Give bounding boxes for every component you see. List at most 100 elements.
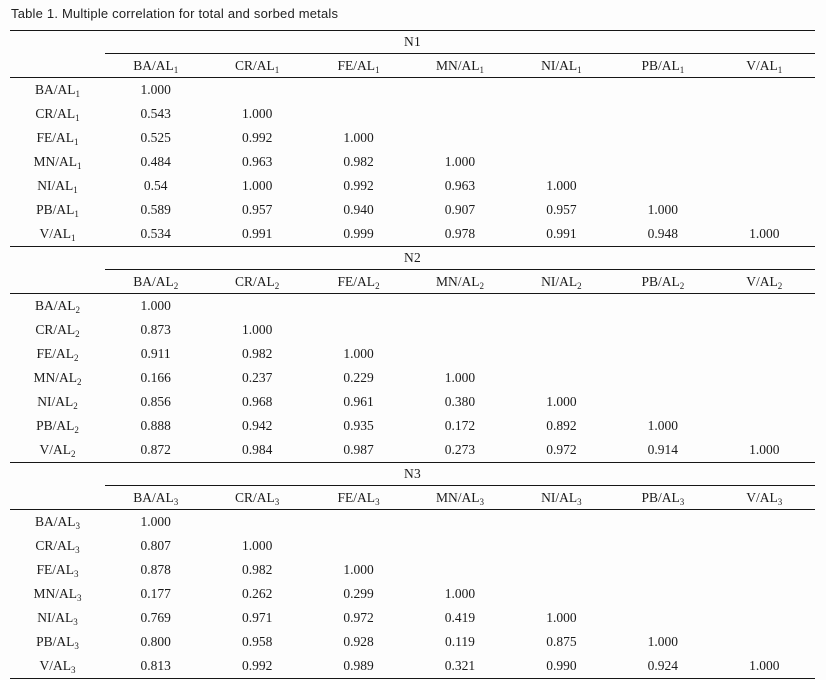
section-label-n1: N1 [403,34,422,49]
correlation-value: 1.000 [241,322,273,337]
empty-cell [409,126,510,150]
correlation-value: 1.000 [647,634,678,649]
empty-cell [308,534,409,558]
correlation-value: 1.000 [444,154,476,169]
empty-cell [612,150,713,174]
correlation-value: 0.991 [510,222,613,247]
empty-cell [612,582,713,606]
subscript: 2 [74,425,79,435]
correlation-value: 1.000 [343,562,374,577]
correlation-value: 1.000 [647,202,678,217]
empty-cell [409,78,510,103]
column-header: CR/AL2 [206,269,308,294]
subscript: 2 [274,280,280,291]
column-header: CR/AL1 [206,53,308,78]
correlation-table: N1 BA/AL1 CR/AL1 FE/AL1 MN/AL1 NI/AL1 PB/AL1 V/… [10,30,815,679]
column-header: MN/AL3 [409,485,511,510]
subscript: 3 [71,665,76,675]
correlation-value: 0.914 [612,438,714,463]
row-header: V/AL3 [10,654,105,679]
subscript: 2 [777,280,783,291]
table-row: PB/AL2 0.888 0.942 0.935 0.172 0.892 1.000 [10,414,815,438]
correlation-value: 0.968 [241,394,273,409]
correlation-value: 1.000 [444,586,476,601]
row-header: MN/AL1 [33,154,82,171]
subscript: 3 [73,617,78,627]
row-header: MN/AL2 [33,370,82,387]
row-header: V/AL1 [10,222,105,247]
correlation-value: 0.989 [307,654,410,679]
correlation-value: 0.924 [612,654,714,679]
empty-cell [714,318,815,342]
table-row: V/AL2 0.872 0.984 0.987 0.273 0.972 0.914 1.000 [10,438,815,463]
correlation-value: 1.000 [140,82,171,97]
empty-cell [511,534,612,558]
correlation-value: 0.589 [140,202,171,217]
correlation-value: 0.982 [241,562,273,577]
table-row: NI/AL1 0.54 1.000 0.992 0.963 1.000 [10,174,815,198]
empty-cell [511,150,612,174]
empty-cell [308,510,409,535]
correlation-value: 1.000 [713,654,815,679]
correlation-value: 1.000 [343,346,374,361]
correlation-value: 1.000 [546,178,577,193]
empty-cell [612,606,713,630]
empty-cell [409,294,510,319]
correlation-value: 0.972 [343,610,374,625]
table-row: MN/AL2 0.166 0.237 0.229 1.000 [10,366,815,390]
correlation-value: 1.000 [241,538,273,553]
row-header: PB/AL3 [36,634,79,651]
empty-cell [714,126,815,150]
correlation-value: 0.978 [409,222,511,247]
column-header: V/AL1 [713,53,815,78]
empty-cell [308,294,409,319]
subscript: 3 [679,496,685,507]
section-label-n3: N3 [403,466,422,481]
empty-cell [612,390,713,414]
column-header: FE/AL2 [307,269,410,294]
subscript: 3 [74,569,79,579]
subscript: 3 [173,496,179,507]
correlation-value: 0.982 [241,346,273,361]
correlation-value: 0.982 [343,154,374,169]
subscript: 1 [75,89,81,99]
subscript: 1 [577,64,582,75]
column-header: CR/AL3 [206,485,308,510]
subscript: 3 [75,521,81,531]
empty-cell [206,510,307,535]
correlation-value: 0.543 [140,106,171,121]
empty-cell [511,366,612,390]
empty-cell [308,318,409,342]
column-header: FE/AL1 [307,53,410,78]
correlation-value: 0.935 [343,418,374,433]
empty-cell [511,342,612,366]
empty-cell [714,342,815,366]
subscript: 1 [77,161,82,171]
empty-cell [714,414,815,438]
empty-cell [511,294,612,319]
empty-cell [612,534,713,558]
column-header: MN/AL2 [409,269,511,294]
column-header: NI/AL2 [510,269,613,294]
correlation-value: 1.000 [546,394,577,409]
correlation-value: 0.987 [307,438,410,463]
empty-cell [308,102,409,126]
correlation-value: 0.166 [140,370,171,385]
row-header: CR/AL1 [35,106,80,123]
correlation-value: 0.856 [140,394,171,409]
section-spanner-row: N3 [10,463,815,486]
empty-cell [612,78,713,103]
empty-cell [511,510,612,535]
table-row: BA/AL2 1.000 [10,294,815,319]
empty-cell [714,366,815,390]
empty-cell [206,294,307,319]
subscript: 1 [71,233,76,243]
table-row: CR/AL1 0.543 1.000 [10,102,815,126]
column-header: NI/AL3 [510,485,613,510]
correlation-value: 0.971 [241,610,273,625]
correlation-value: 0.892 [546,418,577,433]
empty-cell [511,126,612,150]
correlation-value: 0.875 [546,634,577,649]
column-header: PB/AL1 [612,53,714,78]
correlation-value: 0.177 [140,586,171,601]
